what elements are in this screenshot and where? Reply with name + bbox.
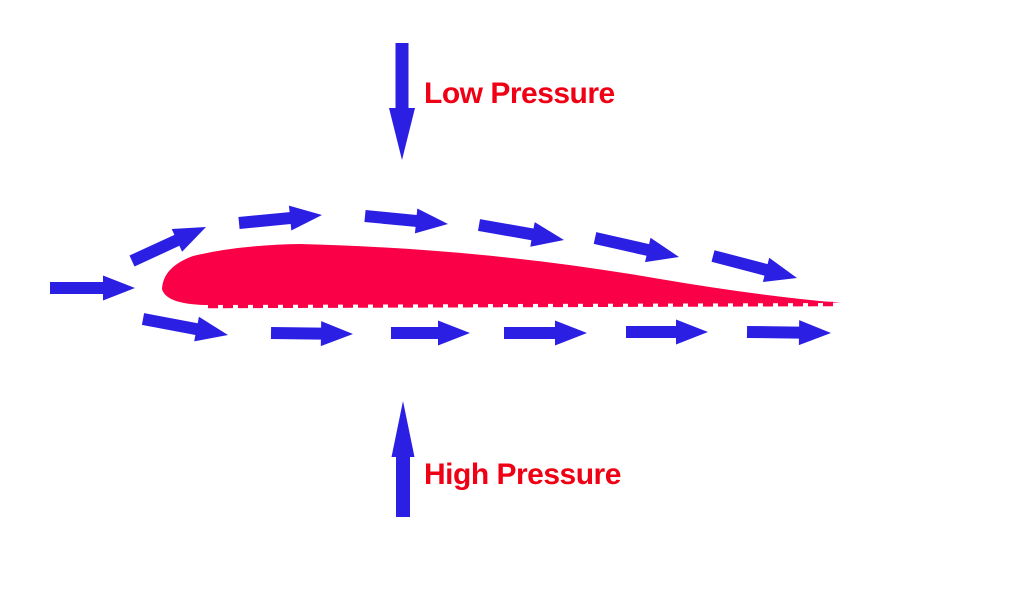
upper-flow-arrows-group xyxy=(50,205,797,301)
lower-flow-arrow-5 xyxy=(626,319,708,345)
lower-flow-arrow-3 xyxy=(391,320,470,346)
airfoil-group xyxy=(162,244,841,309)
upper-flow-arrow-6 xyxy=(593,232,679,263)
lower-flow-arrow-6 xyxy=(746,320,831,346)
lower-flow-arrow-1 xyxy=(141,313,228,342)
low-pressure-arrow xyxy=(389,43,415,160)
upper-flow-arrow-3 xyxy=(238,205,322,231)
pressure-arrows-group xyxy=(389,43,415,517)
upper-flow-arrow-1 xyxy=(50,275,135,301)
airfoil-chord-dashed-line xyxy=(207,301,837,309)
high-pressure-label: High Pressure xyxy=(424,458,621,491)
upper-flow-arrow-4 xyxy=(364,208,448,234)
low-pressure-label: Low Pressure xyxy=(424,77,615,110)
upper-flow-arrow-2 xyxy=(129,227,206,267)
upper-flow-arrow-7 xyxy=(711,250,797,282)
airfoil-shape xyxy=(162,244,841,305)
upper-flow-arrow-5 xyxy=(478,219,564,247)
lower-flow-arrow-2 xyxy=(270,321,353,347)
lower-flow-arrow-4 xyxy=(504,320,587,346)
lower-flow-arrows-group xyxy=(141,313,831,347)
high-pressure-arrow xyxy=(391,401,415,517)
